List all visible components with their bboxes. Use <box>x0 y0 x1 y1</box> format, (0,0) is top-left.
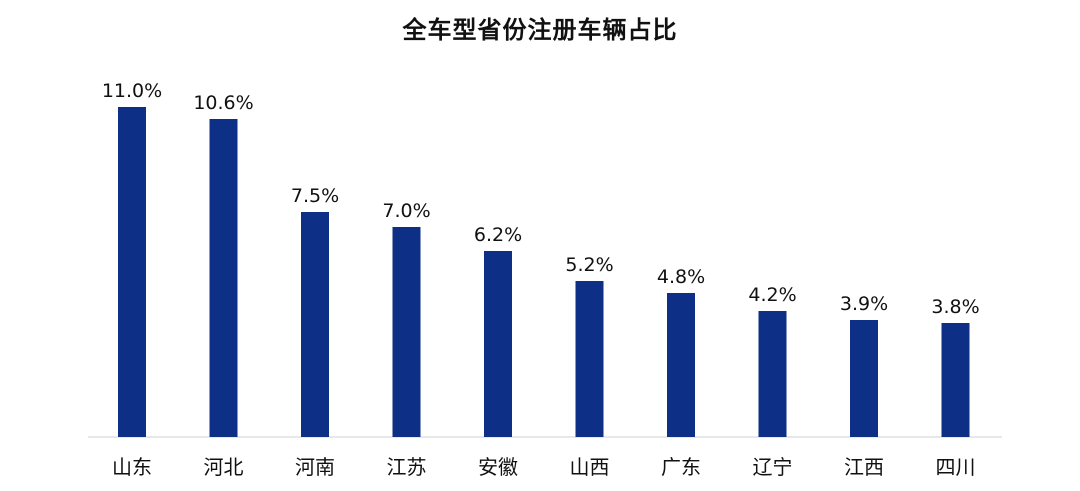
bar-6 <box>667 293 695 437</box>
data-label-7: 4.2% <box>748 284 796 306</box>
data-label-0: 11.0% <box>102 80 162 102</box>
data-label-4: 6.2% <box>474 224 522 246</box>
data-label-9: 3.8% <box>931 296 979 318</box>
bar-3 <box>392 227 421 437</box>
category-label-7: 辽宁 <box>753 455 793 479</box>
category-label-1: 河北 <box>204 455 244 479</box>
data-label-1: 10.6% <box>193 92 253 114</box>
data-label-6: 4.8% <box>657 266 705 288</box>
bar-1 <box>209 119 238 437</box>
data-label-5: 5.2% <box>565 254 613 276</box>
category-label-2: 河南 <box>295 455 335 479</box>
bar-5 <box>575 281 604 437</box>
bar-0 <box>118 107 146 437</box>
bar-4 <box>484 251 512 437</box>
bar-9 <box>941 323 970 437</box>
chart-title: 全车型省份注册车辆占比 <box>402 15 678 44</box>
category-label-0: 山东 <box>112 455 152 479</box>
category-label-5: 山西 <box>570 455 610 479</box>
bar-2 <box>301 212 329 437</box>
data-label-3: 7.0% <box>382 200 430 222</box>
data-label-2: 7.5% <box>291 185 339 207</box>
category-label-3: 江苏 <box>387 455 427 479</box>
bar-7 <box>758 311 787 437</box>
bar-8 <box>850 320 878 437</box>
category-label-8: 江西 <box>844 455 884 479</box>
category-label-9: 四川 <box>936 455 976 479</box>
category-label-6: 广东 <box>661 455 701 479</box>
data-label-8: 3.9% <box>840 293 888 315</box>
category-label-4: 安徽 <box>478 455 518 479</box>
